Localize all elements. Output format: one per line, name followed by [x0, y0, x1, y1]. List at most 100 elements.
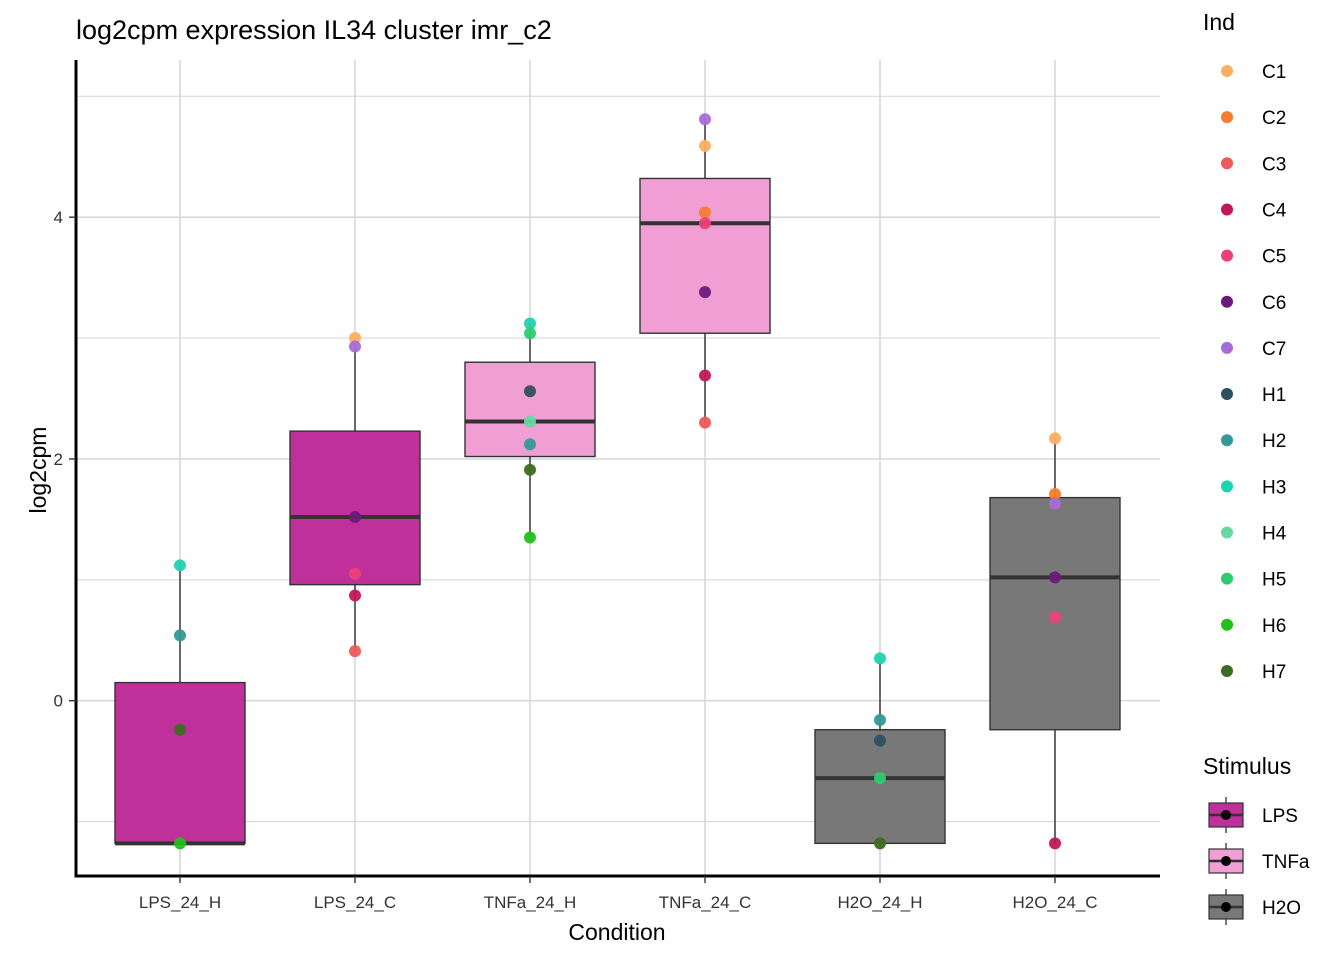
point-TNFa_24_H-H7: [524, 463, 536, 476]
legend-ind-swatch: [1221, 111, 1233, 124]
legend-ind-swatch: [1221, 434, 1233, 447]
legend-ind-swatch: [1221, 664, 1233, 677]
point-H2O_24_C-C5: [1049, 611, 1061, 624]
legend-ind-label: H6: [1262, 616, 1286, 637]
legend-ind-label: C5: [1262, 247, 1286, 268]
points: [174, 113, 1061, 850]
legend-ind-swatch: [1221, 572, 1233, 585]
legend-stimulus-label: TNFa: [1262, 852, 1310, 873]
legend-ind-item-C4: C4: [1221, 200, 1287, 221]
legend-ind-swatch: [1221, 480, 1233, 493]
legend-stimulus-point: [1221, 902, 1231, 912]
legend-ind-label: C3: [1262, 154, 1286, 175]
legend-stimulus: Stimulus LPS TNFa H2O: [1203, 753, 1310, 925]
legend-ind-item-H3: H3: [1221, 477, 1286, 498]
point-TNFa_24_H-H2: [524, 438, 536, 451]
axes: 0 2 4 LPS_24_H LPS_24_C TNFa_24_H TNFa_24_C H2O…: [54, 60, 1160, 912]
point-TNFa_24_C-C4: [699, 369, 711, 382]
legend-stimulus-item-LPS: LPS: [1208, 797, 1298, 833]
legend-ind-item-H1: H1: [1221, 385, 1286, 406]
legend-ind-item-C7: C7: [1221, 339, 1286, 360]
legend-ind-item-C1: C1: [1221, 62, 1286, 83]
legend-stimulus-title: Stimulus: [1203, 753, 1291, 779]
box-LPS_24_H: [114, 565, 246, 846]
point-H2O_24_H-H2: [874, 714, 886, 727]
legend-ind-swatch: [1221, 341, 1233, 354]
box-rect: [814, 729, 946, 845]
point-LPS_24_C-C1: [349, 332, 361, 345]
legend-ind-swatch: [1221, 203, 1233, 216]
box-rect: [114, 681, 246, 845]
boxes: [114, 119, 1121, 846]
legend-ind-label: C6: [1262, 293, 1286, 314]
legend-stimulus-label: LPS: [1262, 806, 1298, 827]
point-LPS_24_C-C5: [349, 567, 361, 580]
legend-ind-label: H1: [1262, 385, 1286, 406]
point-TNFa_24_H-H1: [524, 385, 536, 398]
legend-ind-item-H7: H7: [1221, 662, 1286, 683]
legend-ind-item-H6: H6: [1221, 616, 1286, 637]
legend-ind-label: C1: [1262, 62, 1286, 83]
box-TNFa_24_C: [639, 119, 771, 423]
y-axis-title: log2cpm: [25, 427, 51, 514]
legend-ind-swatch: [1221, 249, 1233, 262]
legend-ind-item-C6: C6: [1221, 293, 1286, 314]
point-LPS_24_C-C7: [349, 340, 361, 353]
legend-ind-label: C7: [1262, 339, 1286, 360]
point-LPS_24_H-H7: [174, 723, 186, 736]
legend-ind-item-H5: H5: [1221, 570, 1286, 591]
point-TNFa_24_H-H3: [524, 317, 536, 330]
legend-ind-swatch: [1221, 618, 1233, 631]
point-TNFa_24_C-C6: [699, 286, 711, 299]
legend-stimulus-label: H2O: [1262, 898, 1301, 919]
box-rect: [289, 430, 421, 586]
x-tick-label: LPS_24_C: [314, 893, 396, 912]
point-H2O_24_H-H1: [874, 734, 886, 747]
point-TNFa_24_C-C3: [699, 416, 711, 429]
legend-ind: Ind C1 C2 C3 C4 C5 C6 C7 H1 H2 H3 H4 H5 H6 H7: [1203, 9, 1287, 683]
legend-ind-label: H5: [1262, 570, 1286, 591]
point-LPS_24_C-C6: [349, 510, 361, 523]
point-TNFa_24_C-C7: [699, 113, 711, 126]
point-H2O_24_C-C7: [1049, 497, 1061, 510]
point-H2O_24_H-H3: [874, 652, 886, 665]
point-LPS_24_C-C3: [349, 645, 361, 658]
legend-ind-item-H2: H2: [1221, 431, 1286, 452]
legend-stimulus-point: [1221, 810, 1231, 820]
x-tick-label: H2O_24_C: [1012, 893, 1097, 912]
point-TNFa_24_H-H5: [524, 327, 536, 340]
point-TNFa_24_C-C2: [699, 206, 711, 219]
legend-ind-item-C2: C2: [1221, 108, 1286, 129]
point-LPS_24_H-H2: [174, 629, 186, 642]
point-TNFa_24_C-C5: [699, 217, 711, 230]
legend-ind-swatch: [1221, 526, 1233, 539]
point-TNFa_24_H-H6: [524, 531, 536, 544]
box-rect: [639, 177, 771, 334]
point-H2O_24_C-C6: [1049, 571, 1061, 584]
point-H2O_24_H-H5: [874, 772, 886, 785]
legend-stimulus-item-H2O: H2O: [1208, 889, 1301, 925]
legend-ind-swatch: [1221, 388, 1233, 401]
point-H2O_24_C-C4: [1049, 837, 1061, 850]
legend-stimulus-point: [1221, 856, 1231, 866]
legend-ind-item-C3: C3: [1221, 154, 1286, 175]
box-LPS_24_C: [289, 338, 421, 652]
legend-ind-label: H7: [1262, 662, 1286, 683]
x-tick-label: LPS_24_H: [139, 893, 221, 912]
y-tick-label: 0: [54, 692, 63, 711]
box-H2O_24_H: [814, 658, 946, 845]
x-tick-label: TNFa_24_C: [659, 893, 752, 912]
point-TNFa_24_C-C1: [699, 139, 711, 152]
point-H2O_24_H-H7: [874, 837, 886, 850]
box-TNFa_24_H: [464, 323, 596, 538]
point-H2O_24_C-C1: [1049, 432, 1061, 445]
x-tick-label: H2O_24_H: [837, 893, 922, 912]
legend-ind-label: H3: [1262, 477, 1286, 498]
legend-ind-swatch: [1221, 65, 1233, 77]
point-LPS_24_C-C4: [349, 589, 361, 602]
legend-ind-label: H4: [1262, 524, 1287, 545]
legend-ind-swatch: [1221, 295, 1233, 308]
legend-stimulus-item-TNFa: TNFa: [1208, 843, 1310, 879]
legend-ind-label: H2: [1262, 431, 1286, 452]
